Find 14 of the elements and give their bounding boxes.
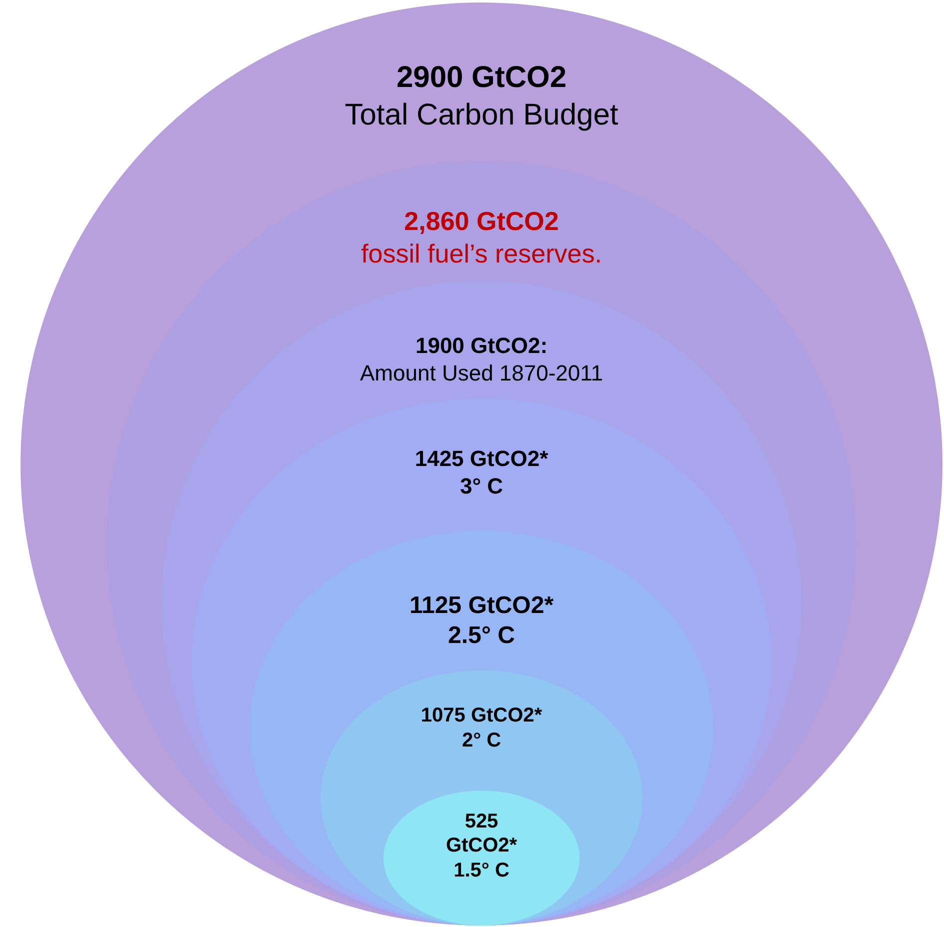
- data-label: 525 GtCO2*: [446, 810, 518, 857]
- category-label: Amount Used 1870-2011: [360, 360, 603, 386]
- data-label: 2900 GtCO2: [396, 61, 567, 94]
- category-label: 2° C: [462, 729, 502, 752]
- data-label: 1125 GtCO2*: [409, 592, 554, 620]
- category-label: Total Carbon Budget: [344, 98, 619, 132]
- data-label: 1425 GtCO2*: [414, 446, 549, 471]
- data-label: 2,860 GtCO2: [404, 206, 559, 236]
- data-label: 1900 GtCO2:: [415, 332, 548, 358]
- category-label: 1.5° C: [454, 860, 510, 882]
- data-label: 1075 GtCO2*: [420, 704, 542, 726]
- category-label: 2.5° C: [448, 622, 515, 650]
- category-label: 3° C: [460, 473, 504, 498]
- category-label: fossil fuel’s reserves.: [361, 238, 602, 268]
